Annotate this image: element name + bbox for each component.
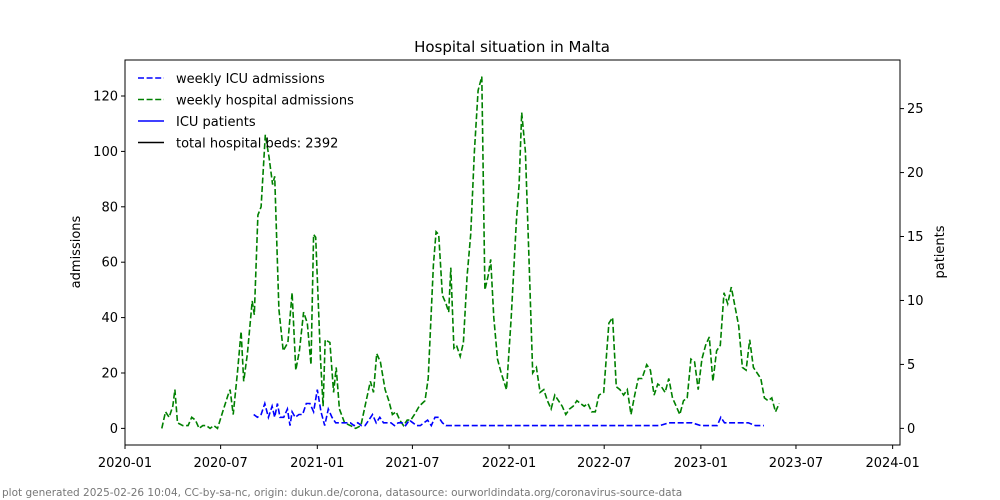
footer-credit: plot generated 2025-02-26 10:04, CC-by-s… bbox=[2, 487, 683, 499]
x-tick-label: 2022-01 bbox=[482, 456, 536, 471]
legend-label: weekly ICU admissions bbox=[176, 72, 325, 87]
y-tick-label: 120 bbox=[93, 90, 118, 105]
legend: weekly ICU admissions weekly hospital adm… bbox=[138, 72, 354, 152]
y2-tick-label: 15 bbox=[907, 230, 924, 245]
x-tick-label: 2022-07 bbox=[577, 456, 631, 471]
legend-label: weekly hospital admissions bbox=[176, 94, 354, 109]
plot-frame bbox=[124, 59, 901, 446]
y2-tick-label: 5 bbox=[907, 358, 915, 373]
legend-label: ICU patients bbox=[176, 115, 256, 130]
x-tick-label: 2024-01 bbox=[865, 456, 919, 471]
y-tick-label: 0 bbox=[110, 422, 118, 437]
x-tick-label: 2021-07 bbox=[385, 456, 439, 471]
x-axis: 2020-01 2020-07 2021-01 2021-07 2022-01 2022-… bbox=[98, 445, 920, 471]
y2-tick-label: 20 bbox=[907, 166, 924, 181]
x-tick-label: 2023-01 bbox=[674, 456, 728, 471]
y-tick-label: 60 bbox=[101, 256, 118, 271]
series-line-weekly-ICU-admissions bbox=[253, 389, 764, 428]
legend-label: total hospital beds: 2392 bbox=[176, 137, 338, 152]
y-tick-label: 80 bbox=[101, 200, 118, 215]
y-tick-label: 100 bbox=[93, 145, 118, 160]
y-axis-left: 0 20 40 60 80 100 120 bbox=[93, 90, 125, 437]
y2-tick-label: 10 bbox=[907, 294, 924, 309]
x-tick-label: 2020-07 bbox=[193, 456, 247, 471]
series-layer bbox=[161, 76, 780, 430]
y2-tick-label: 0 bbox=[907, 422, 915, 437]
y2-tick-label: 25 bbox=[907, 102, 924, 117]
x-tick-label: 2021-01 bbox=[290, 456, 344, 471]
y-tick-label: 20 bbox=[101, 366, 118, 381]
y2-axis-label: patients bbox=[933, 225, 948, 278]
y-axis-right: 0 5 10 15 20 25 bbox=[900, 102, 924, 437]
y-axis-label: admissions bbox=[69, 215, 84, 288]
x-tick-label: 2020-01 bbox=[98, 456, 152, 471]
chart-title: Hospital situation in Malta bbox=[414, 38, 610, 56]
y-tick-label: 40 bbox=[101, 311, 118, 326]
x-tick-label: 2023-07 bbox=[769, 456, 823, 471]
